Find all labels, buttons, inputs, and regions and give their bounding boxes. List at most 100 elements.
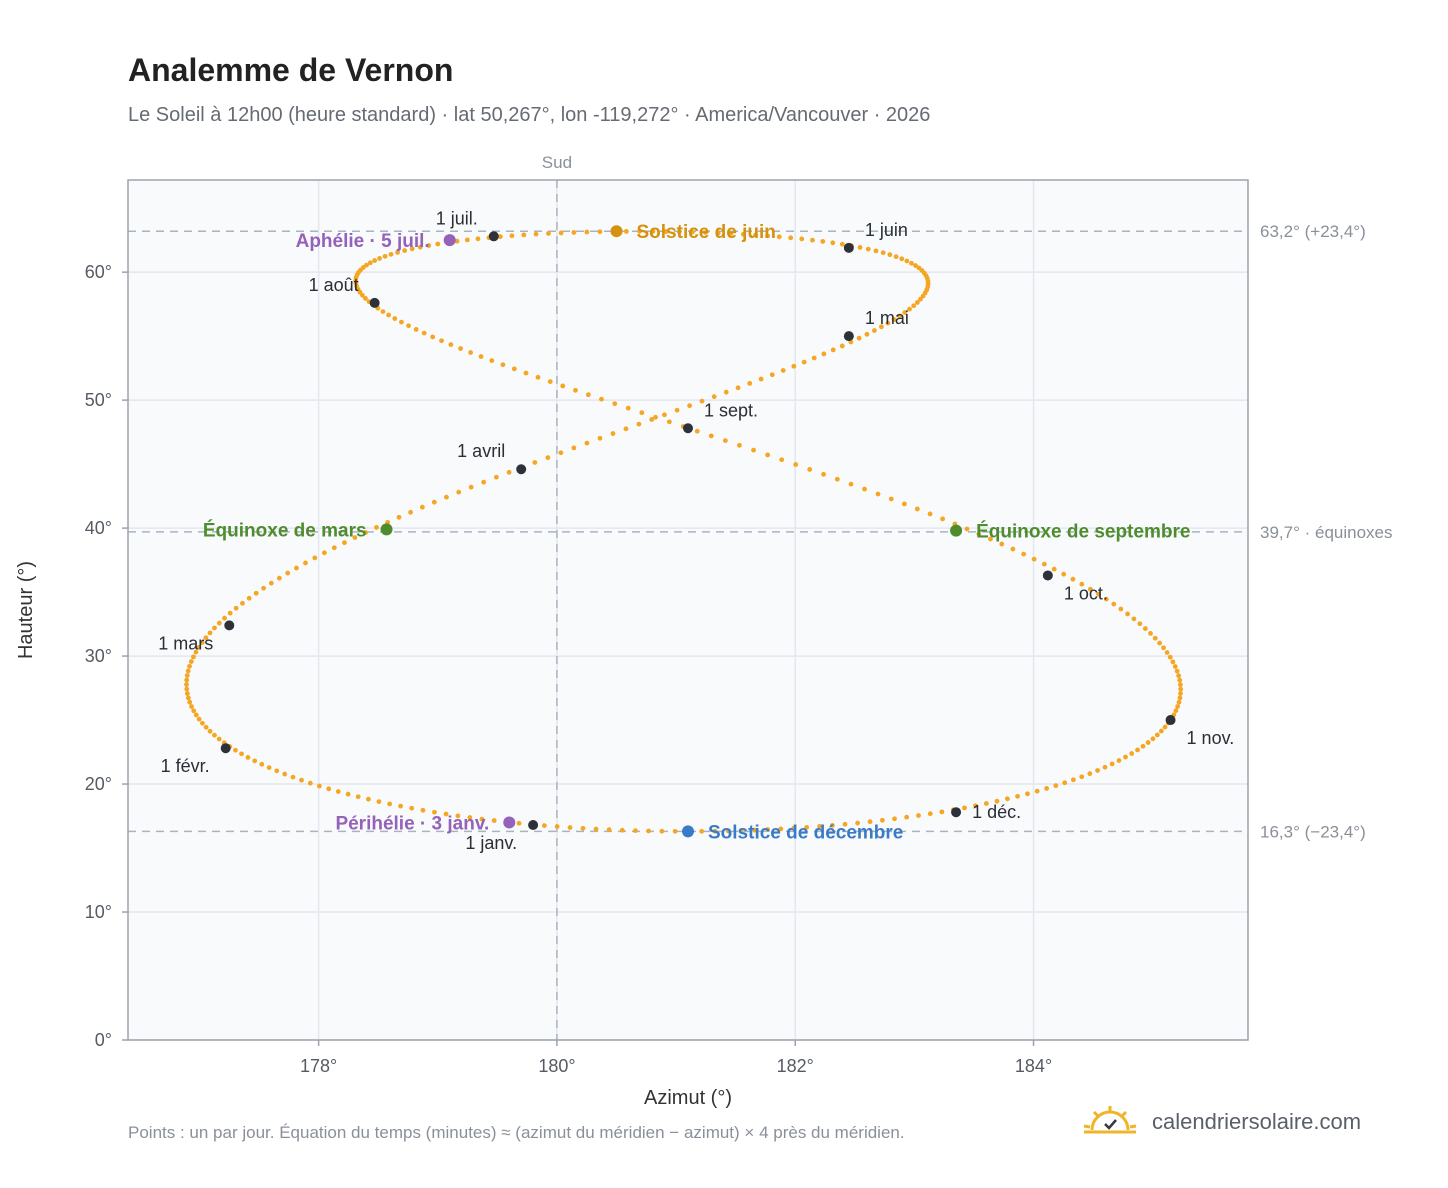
daily-point: [1135, 747, 1140, 753]
daily-point: [916, 265, 922, 271]
daily-point: [216, 620, 222, 626]
daily-point: [1010, 546, 1016, 552]
daily-point: [902, 310, 908, 315]
daily-point: [791, 363, 797, 369]
daily-point: [788, 235, 794, 241]
daily-point: [252, 758, 258, 764]
y-tick-label: 50°: [85, 390, 112, 410]
daily-point: [203, 724, 209, 730]
daily-point: [376, 799, 382, 804]
grid-lines: [128, 180, 1248, 1041]
daily-point: [533, 231, 539, 237]
chart-title: Analemme de Vernon: [128, 52, 454, 88]
daily-point: [1164, 650, 1170, 655]
daily-point: [821, 471, 826, 477]
month-label: 1 nov.: [1187, 728, 1235, 748]
daily-point: [909, 260, 914, 266]
chart-subtitle: Le Soleil à 12h00 (heure standard) · lat…: [128, 104, 931, 126]
month-marker: [224, 620, 235, 631]
daily-point: [1131, 616, 1137, 622]
month-label: 1 juil.: [436, 208, 478, 228]
event-label: Solstice de juin: [637, 222, 776, 243]
daily-point: [388, 251, 394, 257]
daily-point: [573, 387, 578, 393]
daily-point: [1177, 682, 1183, 688]
daily-point: [345, 791, 351, 797]
brand[interactable]: calendriersolaire.com: [1082, 1104, 1361, 1140]
event-marker: [682, 825, 694, 838]
daily-point: [765, 827, 771, 832]
daily-point: [456, 489, 462, 495]
daily-point: [1051, 566, 1057, 572]
daily-point: [1044, 786, 1050, 791]
daily-point: [1015, 793, 1020, 799]
daily-point: [386, 312, 392, 318]
daily-point: [212, 732, 217, 738]
daily-point: [421, 330, 427, 336]
daily-point: [184, 686, 190, 692]
daily-point: [999, 541, 1005, 547]
daily-point: [430, 334, 436, 340]
daily-point: [185, 668, 191, 674]
daily-point: [913, 263, 918, 268]
daily-point: [964, 526, 970, 532]
month-marker: [843, 242, 854, 253]
daily-point: [758, 376, 764, 382]
daily-point: [326, 786, 332, 792]
month-label: 1 mai: [865, 308, 909, 328]
daily-point: [259, 761, 265, 767]
month-marker: [843, 331, 854, 342]
daily-point: [408, 509, 413, 515]
daily-point: [222, 615, 227, 621]
daily-point: [1176, 699, 1182, 705]
daily-point: [185, 695, 191, 701]
daily-point: [821, 351, 827, 357]
daily-point: [939, 809, 945, 815]
daily-point: [887, 252, 893, 258]
analemma-curve: [184, 228, 1184, 834]
daily-point: [409, 805, 415, 811]
daily-point: [200, 720, 205, 726]
daily-point: [983, 801, 989, 806]
daily-point: [752, 827, 757, 833]
daily-point: [872, 328, 877, 333]
daily-point: [1173, 708, 1179, 714]
daily-point: [541, 823, 547, 828]
daily-point: [239, 751, 244, 757]
daily-point: [193, 712, 199, 718]
x-tick-label: 178°: [300, 1056, 337, 1076]
daily-point: [290, 774, 296, 780]
daily-point: [199, 640, 205, 645]
y-axis-ticks: 0° 10° 20° 30° 40° 50° 60°: [85, 262, 128, 1050]
daily-point: [580, 825, 586, 831]
daily-point: [1174, 668, 1180, 674]
daily-point: [355, 794, 361, 800]
daily-point: [188, 659, 194, 664]
daily-point: [382, 253, 388, 259]
daily-point: [374, 525, 379, 530]
daily-point: [1061, 571, 1067, 577]
daily-point: [653, 414, 658, 420]
daily-point: [751, 447, 756, 453]
daily-point: [1158, 728, 1164, 734]
daily-point: [398, 803, 403, 809]
daily-point: [392, 316, 398, 321]
daily-point: [776, 234, 782, 240]
daily-point: [1021, 551, 1027, 557]
daily-point: [366, 796, 371, 802]
daily-point: [387, 801, 393, 807]
x-axis-label: Azimut (°): [644, 1087, 732, 1109]
daily-point: [875, 491, 881, 497]
daily-point: [184, 691, 190, 696]
daily-point: [738, 828, 744, 833]
daily-point: [307, 780, 313, 786]
daily-point: [1004, 796, 1010, 802]
daily-point: [1079, 774, 1085, 780]
month-marker: [220, 743, 231, 754]
month-marker: [1042, 570, 1053, 581]
daily-point: [493, 474, 499, 480]
daily-point: [1142, 626, 1148, 631]
daily-point: [834, 476, 840, 482]
daily-point: [377, 256, 382, 261]
daily-point: [1162, 724, 1168, 730]
